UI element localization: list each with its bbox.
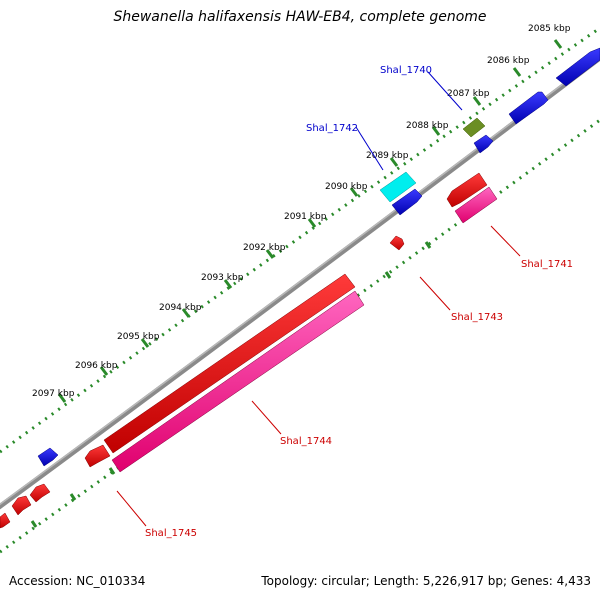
outer-major-ticks — [57, 39, 563, 403]
tick-label: 2096 kbp — [75, 361, 118, 371]
callout-lines — [116, 71, 521, 527]
cds-feature[interactable] — [111, 290, 365, 473]
gene-arrow-forward[interactable] — [391, 188, 423, 216]
cds-feature[interactable] — [454, 186, 498, 224]
forward-genes — [37, 47, 600, 467]
tick-label: 2093 kbp — [201, 273, 244, 283]
outer-tick-track — [0, 26, 600, 454]
gene-arrow-forward[interactable] — [508, 91, 549, 125]
selected-gene[interactable] — [379, 171, 417, 203]
tick-label: 2085 kbp — [528, 24, 571, 34]
inner-tick-track — [0, 118, 600, 554]
map-title: Shewanella halifaxensis HAW-EB4, complet… — [113, 9, 487, 25]
gene-label-shal-1740[interactable]: Shal_1740 — [380, 65, 432, 76]
tick-label: 2094 kbp — [159, 303, 202, 313]
rna-gene[interactable] — [462, 117, 486, 138]
tick-label: 2088 kbp — [406, 121, 449, 131]
gene-arrow-reverse[interactable] — [446, 172, 488, 208]
tick-label: 2086 kbp — [487, 56, 530, 66]
gene-arrow-reverse[interactable] — [0, 512, 11, 529]
tick-label: 2092 kbp — [243, 243, 286, 253]
tick-label: 2097 kbp — [32, 389, 75, 399]
accession-text: Accession: NC_010334 — [9, 574, 146, 588]
gene-arrow-reverse[interactable] — [11, 495, 32, 516]
gene-arrow-reverse[interactable] — [29, 483, 51, 503]
reverse-genes — [0, 172, 488, 529]
gene-arrow-forward[interactable] — [473, 134, 494, 154]
tick-label: 2095 kbp — [117, 332, 160, 342]
tick-labels: 2085 kbp 2086 kbp 2087 kbp 2088 kbp 2089… — [32, 24, 571, 399]
reverse-cds — [111, 186, 498, 473]
gene-arrow-reverse[interactable] — [84, 444, 111, 468]
gene-label-shal-1745[interactable]: Shal_1745 — [145, 528, 197, 539]
tick-label: 2091 kbp — [284, 212, 327, 222]
tick-label: 2089 kbp — [366, 151, 409, 161]
genome-summary-text: Topology: circular; Length: 5,226,917 bp… — [261, 574, 591, 588]
gene-label-shal-1744[interactable]: Shal_1744 — [280, 436, 332, 447]
tick-label: 2090 kbp — [325, 182, 368, 192]
gene-label-shal-1741[interactable]: Shal_1741 — [521, 259, 573, 270]
gene-label-shal-1742[interactable]: Shal_1742 — [306, 123, 358, 134]
gene-labels: Shal_1740 Shal_1742 Shal_1741 Shal_1743 … — [145, 65, 573, 539]
gene-arrow-forward[interactable] — [555, 47, 600, 87]
genome-backbone — [0, 56, 600, 510]
gene-arrow-reverse[interactable] — [103, 273, 356, 454]
tick-label: 2087 kbp — [447, 89, 490, 99]
gene-arrow-reverse[interactable] — [389, 235, 405, 251]
gene-arrow-forward[interactable] — [37, 447, 59, 467]
gene-label-shal-1743[interactable]: Shal_1743 — [451, 312, 503, 323]
